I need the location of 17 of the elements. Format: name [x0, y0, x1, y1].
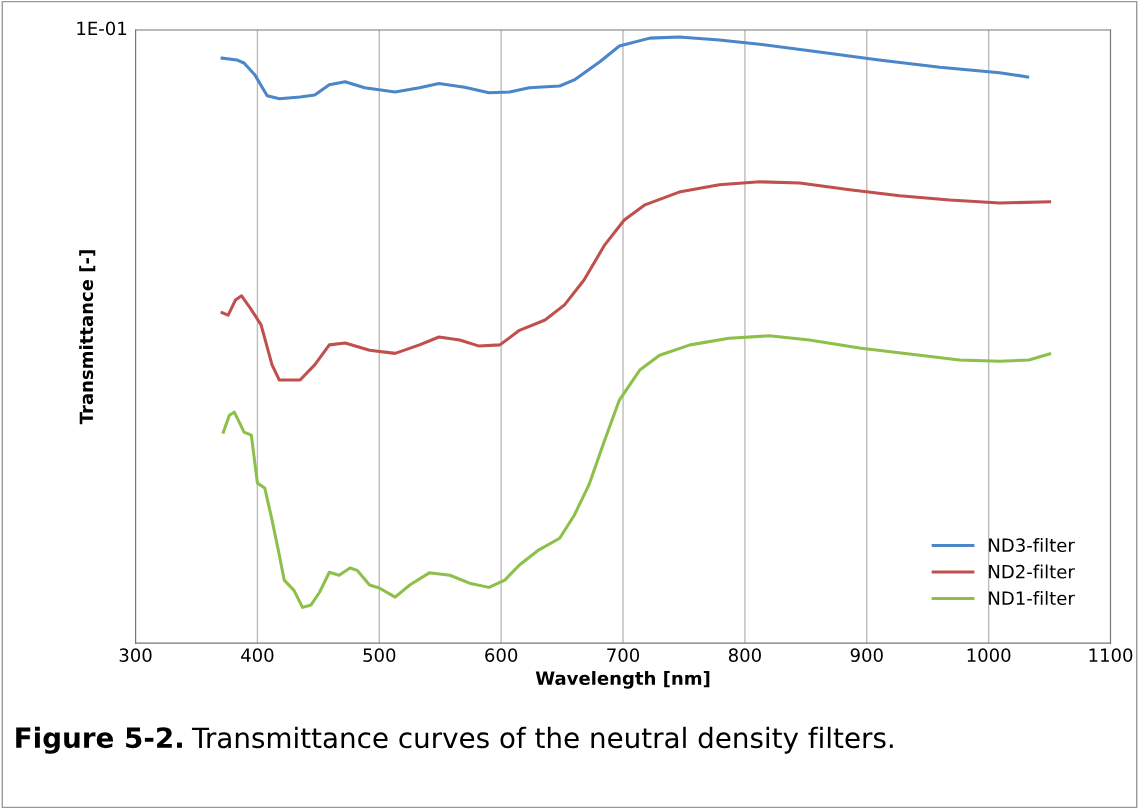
legend-label: ND2-filter: [989, 564, 1075, 579]
text: Transmittance curves of the neutral density filters.: [191, 726, 893, 754]
legend-label: ND3-filter: [989, 538, 1075, 553]
x-tick-label: 900: [850, 648, 883, 662]
x-tick-label: 800: [728, 648, 761, 662]
x-tick-label: 300: [119, 648, 152, 662]
text: 1E-01: [77, 21, 127, 36]
y-axis-title: Transmittance [-]: [79, 250, 96, 425]
x-tick-label: 700: [607, 648, 640, 662]
x-axis-title: Wavelength [nm]: [535, 671, 710, 689]
caption: Figure 5-2.: [16, 726, 182, 754]
x-tick-label: 400: [241, 648, 274, 662]
x-tick-label: 1100: [1089, 648, 1133, 662]
legend-label: ND1-filter: [989, 591, 1075, 606]
x-tick-label: 1000: [967, 648, 1011, 662]
x-tick-label: 600: [485, 648, 518, 662]
x-tick-label: 500: [363, 648, 396, 662]
